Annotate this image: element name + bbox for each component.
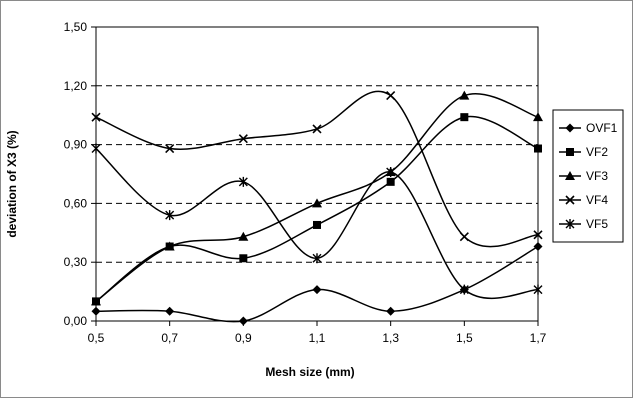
data-point-vf2-5 [460, 113, 468, 121]
x-tick-label-2: 0,9 [235, 331, 252, 345]
legend-label-vf4: VF4 [586, 193, 608, 207]
x-tick-label-3: 1,1 [309, 331, 326, 345]
data-point-vf2-6 [534, 145, 542, 153]
legend: OVF1 VF2 VF3 VF4 VF5 [553, 110, 623, 242]
x-tick-label-1: 0,7 [161, 331, 178, 345]
y-tick-label-4: 1,20 [64, 79, 88, 93]
y-tick-label-1: 0,30 [64, 255, 88, 269]
y-tick-label-3: 0,90 [64, 138, 88, 152]
x-tick-label-4: 1,3 [382, 331, 399, 345]
data-point-vf2-2 [239, 254, 247, 262]
y-tick-label-2: 0,60 [64, 196, 88, 210]
x-tick-label-0: 0,5 [88, 331, 105, 345]
y-tick-label-5: 1,50 [64, 20, 88, 34]
x-tick-label-5: 1,5 [456, 331, 473, 345]
legend-label-vf2: VF2 [586, 145, 608, 159]
legend-label-vf5: VF5 [586, 217, 608, 231]
data-point-vf2-4 [387, 178, 395, 186]
legend-marker-vf2 [566, 148, 574, 156]
legend-label-vf3: VF3 [586, 169, 608, 183]
x-tick-label-6: 1,7 [530, 331, 547, 345]
legend-label-ovf1: OVF1 [586, 121, 618, 135]
x-axis-title: Mesh size (mm) [265, 365, 354, 379]
y-tick-label-0: 0,00 [64, 314, 88, 328]
data-point-vf2-3 [313, 221, 321, 229]
y-axis-title: deviation of X3 (%) [5, 130, 19, 237]
